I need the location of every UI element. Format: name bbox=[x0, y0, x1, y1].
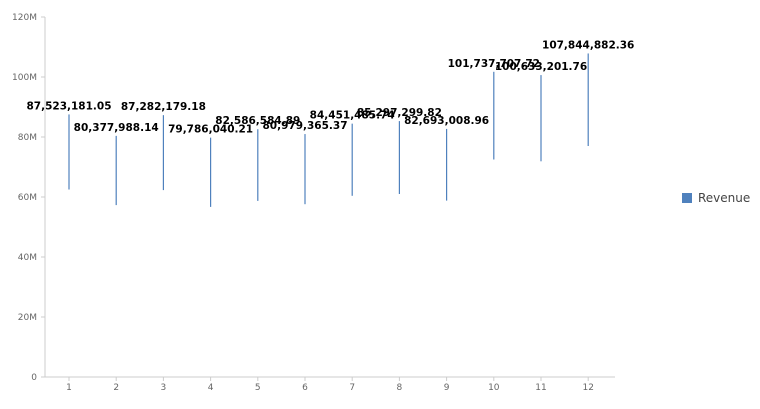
legend[interactable]: Revenue bbox=[682, 191, 750, 205]
y-axis: 0 20M 40M 60M 80M 100M 120M bbox=[12, 13, 46, 383]
data-label-revenue: 80,377,988.14 bbox=[74, 122, 159, 134]
x-tick-label: 12 bbox=[582, 383, 593, 393]
data-label-revenue: 107,844,882.36 bbox=[542, 39, 634, 51]
y-tick-label: 0 bbox=[31, 373, 37, 383]
data-label-revenue: 85,297,299.82 bbox=[357, 107, 442, 119]
bar-revenue[interactable] bbox=[304, 134, 306, 205]
bar-revenue[interactable] bbox=[210, 137, 212, 207]
y-tick-label: 100M bbox=[12, 73, 37, 83]
x-tick-label: 11 bbox=[535, 383, 546, 393]
x-tick-label: 9 bbox=[444, 383, 450, 393]
bar-revenue[interactable] bbox=[587, 53, 589, 147]
bar-revenue[interactable] bbox=[351, 123, 353, 196]
y-tick-label: 20M bbox=[18, 313, 37, 323]
bar-revenue[interactable] bbox=[68, 114, 70, 190]
y-tick-label: 60M bbox=[18, 193, 37, 203]
x-tick-label: 10 bbox=[488, 383, 500, 393]
x-tick-label: 5 bbox=[255, 383, 261, 393]
data-label-revenue: 82,693,008.96 bbox=[404, 115, 489, 127]
x-axis: 1 2 3 4 5 6 7 8 9 10 11 12 bbox=[45, 376, 615, 393]
legend-swatch-revenue bbox=[682, 193, 692, 203]
x-tick-label: 2 bbox=[113, 383, 119, 393]
bar-revenue[interactable] bbox=[115, 135, 117, 206]
legend-label-revenue: Revenue bbox=[698, 191, 750, 205]
data-label-revenue: 84,451,485.74 bbox=[310, 110, 395, 122]
data-label-revenue: 82,586,584.89 bbox=[215, 115, 300, 127]
x-tick-label: 8 bbox=[397, 383, 403, 393]
bar-revenue[interactable] bbox=[540, 75, 542, 162]
y-tick-label: 120M bbox=[12, 13, 37, 23]
x-tick-label: 7 bbox=[349, 383, 355, 393]
bar-revenue[interactable] bbox=[257, 129, 259, 201]
data-label-revenue: 100,633,201.76 bbox=[495, 61, 587, 73]
bar-revenue[interactable] bbox=[162, 115, 164, 191]
data-label-revenue: 101,737,707.72 bbox=[448, 58, 540, 70]
series-revenue bbox=[68, 53, 589, 207]
x-tick-label: 3 bbox=[161, 383, 167, 393]
bar-revenue[interactable] bbox=[446, 128, 448, 201]
x-tick-label: 6 bbox=[302, 383, 308, 393]
bar-revenue[interactable] bbox=[398, 121, 400, 194]
data-label-revenue: 87,282,179.18 bbox=[121, 101, 206, 113]
bar-revenue[interactable] bbox=[493, 71, 495, 160]
y-tick-label: 80M bbox=[18, 133, 37, 143]
data-labels: 87,523,181.05 80,377,988.14 87,282,179.18 7… bbox=[26, 39, 634, 135]
data-label-revenue: 80,979,365.37 bbox=[262, 120, 347, 132]
y-tick-label: 40M bbox=[18, 253, 37, 263]
data-label-revenue: 87,523,181.05 bbox=[26, 100, 111, 112]
data-label-revenue: 79,786,040.21 bbox=[168, 124, 253, 136]
x-tick-label: 4 bbox=[208, 383, 214, 393]
x-tick-label: 1 bbox=[66, 383, 72, 393]
